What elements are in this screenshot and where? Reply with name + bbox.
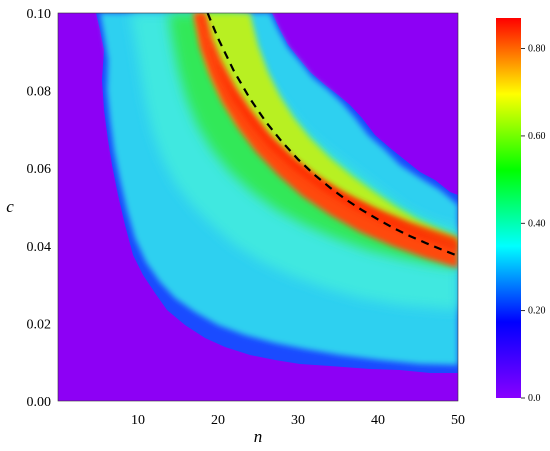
region-red-ridge [193, 13, 458, 268]
x-tick-label: 50 [451, 413, 465, 428]
plot-frame [57, 12, 459, 402]
x-tick-label: 30 [291, 413, 305, 428]
region-yellowgreen [195, 13, 458, 248]
y-axis-label: c [6, 197, 14, 216]
colorbar-tick-label: 0.40 [528, 218, 546, 229]
y-tick-label: 0.06 [27, 162, 52, 177]
y-tick-label: 0.02 [27, 317, 52, 332]
colorbar-tick-label: 0.20 [528, 306, 546, 317]
x-axis: 10 20 30 40 50 [131, 413, 465, 428]
dashed-fit-curve [206, 13, 458, 257]
colorbar-ticks: 0.0 0.20 0.40 0.60 0.80 [521, 44, 546, 404]
y-axis: 0.00 0.02 0.04 0.06 0.08 0.10 [27, 7, 52, 410]
colorbar-tick-label: 0.80 [528, 44, 546, 55]
colorbar [496, 18, 521, 398]
x-axis-label: n [254, 427, 263, 446]
colorbar-tick-label: 0.60 [528, 131, 546, 142]
y-tick-label: 0.08 [27, 85, 52, 100]
y-tick-label: 0.00 [27, 395, 52, 410]
y-tick-label: 0.04 [27, 240, 52, 255]
x-tick-label: 40 [371, 413, 385, 428]
colorbar-tick-label: 0.0 [528, 393, 541, 404]
x-tick-label: 20 [211, 413, 225, 428]
x-tick-label: 10 [131, 413, 145, 428]
heatmap-field [96, 13, 458, 373]
y-tick-label: 0.10 [27, 7, 52, 22]
